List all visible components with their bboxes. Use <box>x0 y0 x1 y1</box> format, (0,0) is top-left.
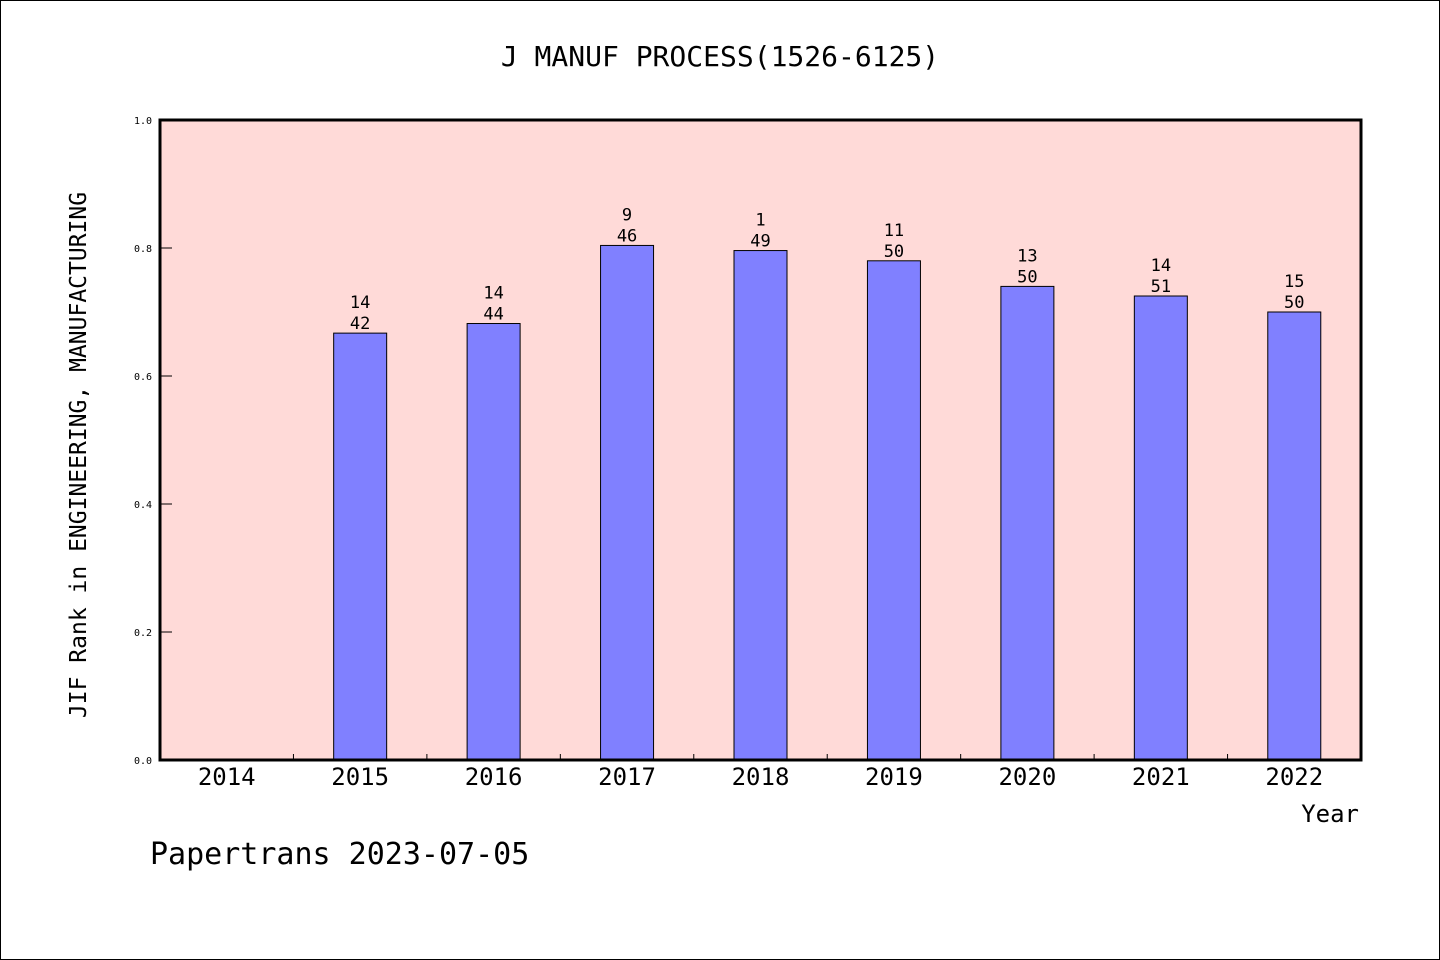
x-tick-label: 2015 <box>331 763 389 791</box>
y-tick-label: 0.4 <box>134 500 152 511</box>
bar-rank-label: 11 <box>884 221 904 241</box>
footer-text: Papertrans 2023-07-05 <box>150 837 529 872</box>
bar <box>1000 285 1055 761</box>
bar-rank-label: 9 <box>622 205 632 225</box>
x-tick-label: 2019 <box>865 763 923 791</box>
x-axis-label: Year <box>1301 800 1359 828</box>
bar <box>466 323 521 761</box>
bar <box>1267 311 1322 761</box>
bar-total-label: 44 <box>483 305 503 325</box>
y-axis-label: JIF Rank in ENGINEERING, MANUFACTURING <box>66 192 92 718</box>
bar <box>733 250 788 761</box>
chart-title: J MANUF PROCESS(1526-6125) <box>501 40 939 73</box>
bar-total-label: 42 <box>350 314 370 334</box>
bar-rank-label: 14 <box>1151 256 1171 276</box>
bar-total-label: 51 <box>1151 277 1171 297</box>
bar <box>333 332 388 761</box>
x-tick-label: 2021 <box>1132 763 1190 791</box>
bar-total-label: 50 <box>1017 267 1037 287</box>
y-tick-label: 0.0 <box>134 756 152 767</box>
bar-total-label: 46 <box>617 226 637 246</box>
bar-rank-label: 15 <box>1284 272 1304 292</box>
x-tick-label: 2016 <box>465 763 523 791</box>
x-tick-label: 2014 <box>198 763 256 791</box>
y-tick-label: 1.0 <box>134 116 152 127</box>
bar-rank-label: 1 <box>755 211 765 231</box>
bar <box>600 244 655 761</box>
x-tick-label: 2022 <box>1265 763 1323 791</box>
y-tick-label: 0.2 <box>134 628 152 639</box>
x-tick-label: 2020 <box>998 763 1056 791</box>
bar-total-label: 49 <box>750 232 770 252</box>
bar <box>866 260 921 761</box>
bar <box>1133 295 1188 761</box>
x-tick-label: 2017 <box>598 763 656 791</box>
y-tick-label: 0.8 <box>134 244 152 255</box>
bar-rank-label: 14 <box>483 284 503 304</box>
bar-rank-label: 13 <box>1017 246 1037 266</box>
bar-total-label: 50 <box>1284 293 1304 313</box>
bar-total-label: 50 <box>884 242 904 262</box>
x-tick-label: 2018 <box>732 763 790 791</box>
bar-rank-label: 14 <box>350 293 370 313</box>
y-tick-label: 0.6 <box>134 372 152 383</box>
plot-border <box>158 118 1363 762</box>
